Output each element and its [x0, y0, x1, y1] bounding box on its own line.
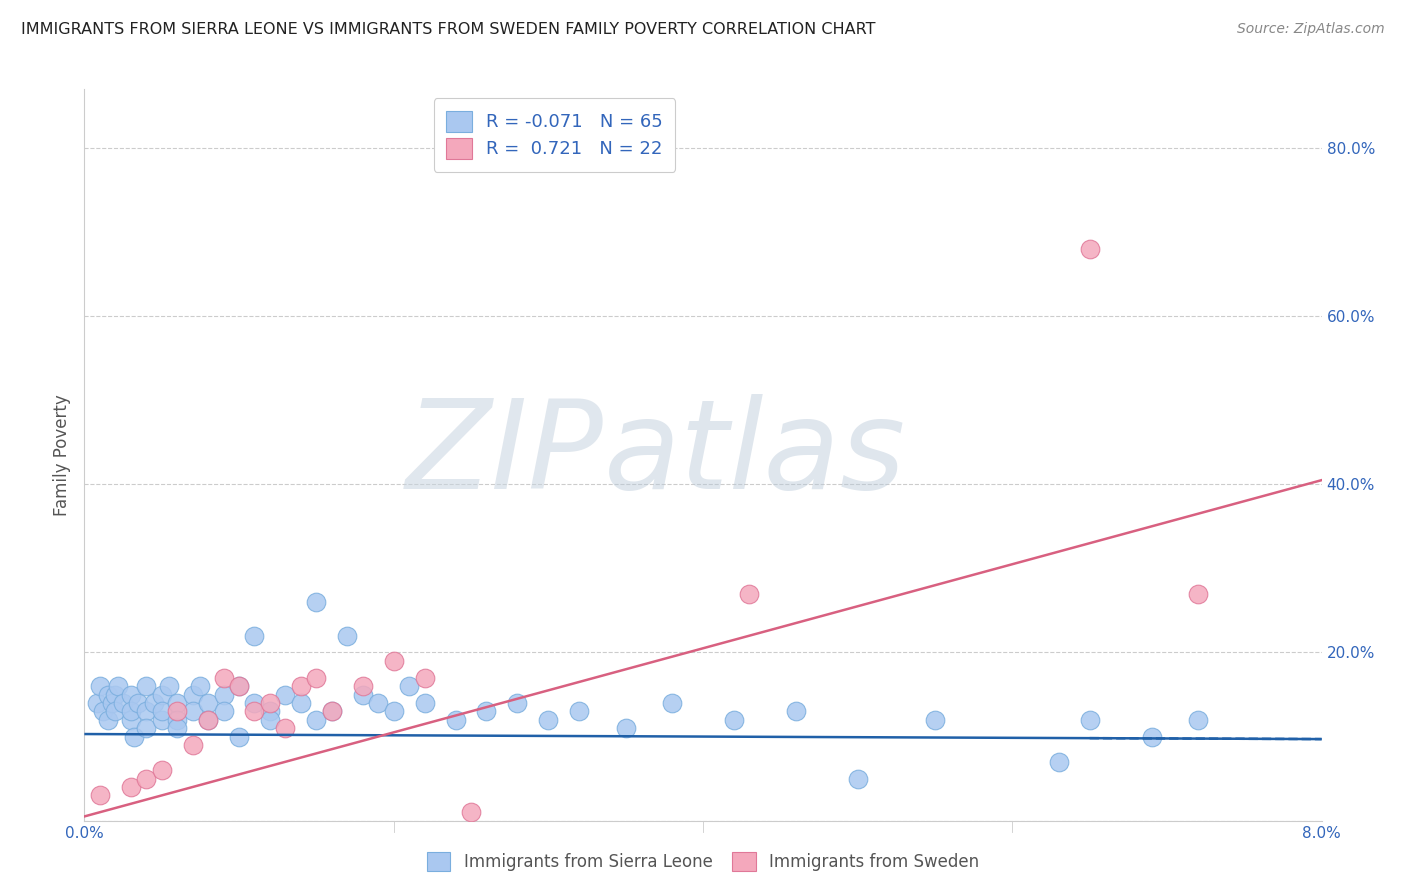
Point: [723, 713, 745, 727]
Point: [86, 696, 108, 710]
Point: [166, 696, 188, 710]
Point: [150, 704, 173, 718]
Point: [336, 629, 359, 643]
Y-axis label: Family Poverty: Family Poverty: [53, 394, 72, 516]
Point: [101, 696, 124, 710]
Point: [181, 688, 204, 702]
Point: [506, 696, 529, 710]
Point: [785, 704, 807, 718]
Point: [321, 704, 343, 718]
Point: [614, 721, 637, 735]
Point: [120, 688, 142, 702]
Point: [305, 671, 328, 685]
Text: IMMIGRANTS FROM SIERRA LEONE VS IMMIGRANTS FROM SWEDEN FAMILY POVERTY CORRELATIO: IMMIGRANTS FROM SIERRA LEONE VS IMMIGRAN…: [21, 22, 876, 37]
Point: [274, 721, 297, 735]
Point: [846, 772, 869, 786]
Point: [305, 595, 328, 609]
Point: [243, 629, 266, 643]
Point: [228, 679, 250, 693]
Point: [413, 696, 436, 710]
Point: [96, 688, 120, 702]
Point: [259, 713, 281, 727]
Point: [197, 713, 219, 727]
Point: [382, 654, 405, 668]
Point: [104, 704, 127, 718]
Point: [166, 721, 188, 735]
Point: [460, 805, 482, 820]
Point: [166, 704, 188, 718]
Point: [166, 713, 188, 727]
Point: [228, 730, 250, 744]
Point: [1187, 587, 1209, 601]
Text: Source: ZipAtlas.com: Source: ZipAtlas.com: [1237, 22, 1385, 37]
Point: [112, 696, 135, 710]
Point: [352, 679, 374, 693]
Point: [444, 713, 467, 727]
Point: [738, 587, 761, 601]
Point: [212, 671, 235, 685]
Point: [475, 704, 498, 718]
Point: [159, 679, 180, 693]
Point: [259, 696, 281, 710]
Point: [120, 713, 142, 727]
Point: [181, 704, 204, 718]
Point: [212, 688, 235, 702]
Point: [661, 696, 683, 710]
Point: [135, 679, 157, 693]
Point: [290, 696, 312, 710]
Point: [924, 713, 946, 727]
Point: [89, 789, 111, 803]
Text: ZIP: ZIP: [406, 394, 605, 516]
Point: [1047, 755, 1070, 769]
Text: atlas: atlas: [605, 394, 905, 516]
Point: [243, 696, 266, 710]
Point: [150, 713, 173, 727]
Point: [321, 704, 343, 718]
Point: [197, 713, 219, 727]
Point: [568, 704, 591, 718]
Point: [228, 679, 250, 693]
Point: [212, 704, 235, 718]
Point: [290, 679, 312, 693]
Point: [120, 704, 142, 718]
Legend: Immigrants from Sierra Leone, Immigrants from Sweden: Immigrants from Sierra Leone, Immigrants…: [420, 846, 986, 878]
Point: [537, 713, 560, 727]
Point: [243, 704, 266, 718]
Point: [259, 704, 281, 718]
Point: [89, 679, 111, 693]
Point: [122, 730, 145, 744]
Point: [150, 688, 173, 702]
Point: [150, 763, 173, 777]
Point: [107, 679, 129, 693]
Point: [135, 721, 157, 735]
Point: [382, 704, 405, 718]
Point: [104, 688, 127, 702]
Point: [352, 688, 374, 702]
Point: [274, 688, 297, 702]
Point: [188, 679, 212, 693]
Point: [1078, 242, 1101, 256]
Point: [197, 696, 219, 710]
Point: [1187, 713, 1209, 727]
Point: [398, 679, 420, 693]
Point: [305, 713, 328, 727]
Point: [135, 772, 157, 786]
Point: [367, 696, 389, 710]
Point: [143, 696, 166, 710]
Point: [181, 738, 204, 752]
Point: [135, 704, 157, 718]
Point: [128, 696, 150, 710]
Point: [91, 704, 114, 718]
Point: [1140, 730, 1163, 744]
Point: [413, 671, 436, 685]
Point: [96, 713, 120, 727]
Point: [120, 780, 142, 794]
Point: [1078, 713, 1101, 727]
